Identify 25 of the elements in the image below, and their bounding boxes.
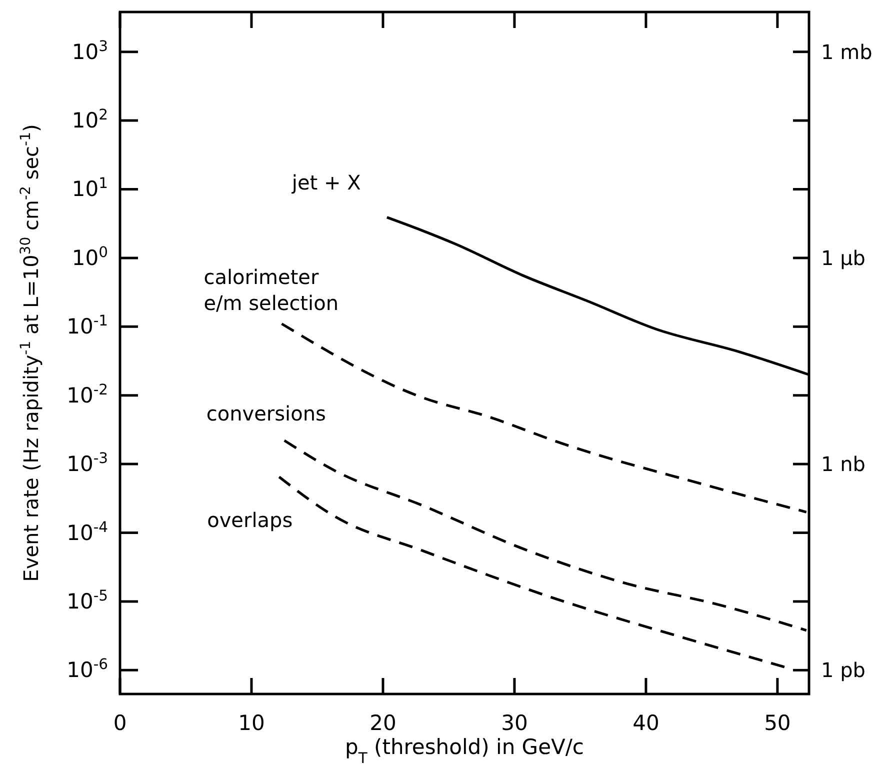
text: 1 mb — [821, 40, 872, 64]
x-tick-label: 10 — [238, 711, 265, 735]
y-tick-label: 10$^{-5}$ — [66, 586, 108, 614]
x-tick-label: 50 — [764, 711, 791, 735]
y-tick-label: 10$^{-6}$ — [66, 656, 108, 682]
y-tick-label: 10$^{-4}$ — [66, 518, 108, 545]
series-label: jet + X — [290, 170, 362, 194]
y-tick-label: 10$^{-2}$ — [66, 380, 108, 408]
series-label: overlaps — [207, 508, 293, 532]
x-axis-title: p$_{T}$ (threshold) in GeV/c — [345, 735, 584, 766]
y-tick-label: 10$^{-1}$ — [66, 312, 108, 339]
x-tick-label: 20 — [370, 711, 396, 735]
x-tick-label: 30 — [501, 711, 528, 735]
y-tick-label: 10$^{-3}$ — [66, 450, 108, 476]
y-tick-label: 10$^{1}$ — [72, 174, 108, 202]
x-tick-label: 40 — [632, 711, 660, 735]
series-label: conversions — [206, 402, 326, 426]
x-tick-label: 0 — [113, 711, 127, 735]
text: 1 μb — [821, 246, 866, 270]
y-tick-label: 10$^{2}$ — [72, 106, 108, 133]
text: 1 nb — [821, 452, 866, 476]
text: 1 pb — [821, 658, 866, 682]
series-label: calorimeter e/m selection — [204, 264, 339, 315]
y-tick-label: 10$^{3}$ — [72, 37, 108, 64]
y-tick-label: 10$^{0}$ — [72, 243, 108, 270]
